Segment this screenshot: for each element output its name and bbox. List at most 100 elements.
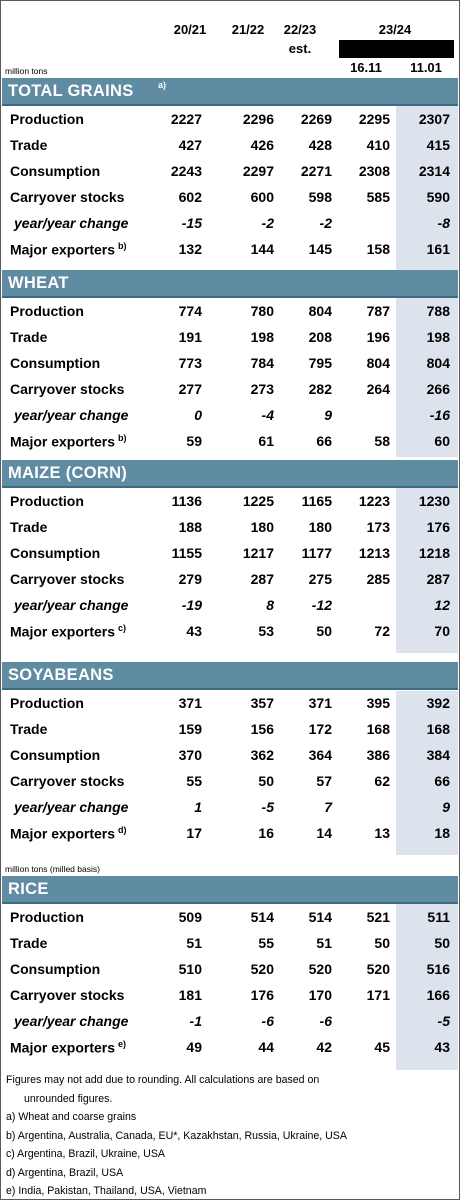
table-cell: 277 (178, 381, 202, 397)
table-cell: 287 (426, 571, 450, 587)
table-row: year/year change 1 -5 7 9 (2, 794, 458, 820)
table-cell: 598 (308, 189, 332, 205)
section-header: SOYABEANS (2, 662, 458, 690)
col-header-2020-21: 20/21 (173, 22, 207, 37)
table-cell: 585 (366, 189, 390, 205)
table-row: Carryover stocks 181 176 170 171 166 (2, 982, 458, 1008)
table-cell: 156 (250, 721, 274, 737)
table-cell: 198 (250, 329, 274, 345)
table-row: Consumption 510 520 520 520 516 (2, 956, 458, 982)
table-cell: 279 (178, 571, 202, 587)
row-label: Carryover stocks (10, 381, 124, 397)
table-cell: 9 (324, 407, 332, 423)
table-row: Carryover stocks 277 273 282 264 266 (2, 376, 458, 402)
unit-label-rice: million tons (milled basis) (5, 864, 100, 874)
row-label-text: Carryover stocks (10, 773, 125, 789)
table-cell: 59 (186, 433, 202, 449)
table-cell: -15 (181, 215, 202, 231)
table-cell: 53 (258, 623, 274, 639)
table-cell: 50 (434, 935, 450, 951)
table-cell: 0 (194, 407, 202, 423)
table-row: Production 2227 2296 2269 2295 2307 (2, 106, 458, 132)
unit-label: million tons (5, 66, 48, 76)
table-cell: 2297 (242, 163, 274, 179)
table-cell: 264 (366, 381, 390, 397)
table-cell: 43 (186, 623, 202, 639)
table-cell: 2308 (358, 163, 390, 179)
col-header-est: est. (288, 41, 312, 56)
table-cell: 166 (426, 987, 450, 1003)
section-title: TOTAL GRAINS (8, 82, 134, 100)
table-cell: 181 (178, 987, 202, 1003)
table-cell: 9 (442, 799, 450, 815)
row-label-text: Production (10, 303, 84, 319)
table-cell: -2 (319, 215, 332, 231)
row-label: Major exporters b) (10, 433, 127, 450)
footnote: a) Wheat and coarse grains (6, 1111, 137, 1123)
row-label-text: Production (10, 493, 84, 509)
table-cell: 788 (426, 303, 450, 319)
table-row: year/year change -15 -2 -2 -8 (2, 210, 458, 236)
table-cell: 2269 (300, 111, 332, 127)
latest-forecast-shade (396, 297, 458, 457)
table-cell: 62 (374, 773, 390, 789)
footnotes: Figures may not add due to rounding. All… (6, 1071, 347, 1201)
table-cell: 514 (250, 909, 274, 925)
table-cell: 1155 (171, 545, 202, 561)
footnote: c) Argentina, Brazil, Ukraine, USA (6, 1148, 165, 1160)
row-label: Consumption (10, 747, 100, 763)
table-cell: 392 (426, 695, 450, 711)
row-label: Consumption (10, 355, 100, 371)
row-footnote-ref: d) (118, 825, 127, 835)
table-cell: 168 (426, 721, 450, 737)
table-row: year/year change -1 -6 -6 -5 (2, 1008, 458, 1034)
table-cell: 161 (426, 241, 450, 257)
table-cell: 171 (366, 987, 390, 1003)
row-label-text: Major exporters (10, 1039, 116, 1056)
table-cell: 45 (374, 1039, 390, 1055)
row-label-text: Major exporters (10, 825, 116, 842)
row-label-text: Trade (10, 721, 48, 737)
row-label-text: Carryover stocks (10, 987, 125, 1003)
table-cell: 514 (308, 909, 332, 925)
table-cell: 362 (250, 747, 274, 763)
table-cell: 357 (250, 695, 274, 711)
row-label: Major exporters c) (10, 623, 126, 640)
footnote: d) Argentina, Brazil, USA (6, 1166, 124, 1179)
forecast-label-box (339, 40, 454, 58)
section-header: RICE (2, 876, 458, 904)
table-cell: 66 (316, 433, 332, 449)
table-row: Major exporters e) 49 44 42 45 43 (2, 1034, 458, 1060)
table-cell: 282 (308, 381, 332, 397)
table-cell: 2296 (242, 111, 274, 127)
row-label-text: Carryover stocks (10, 381, 125, 397)
table-cell: 7 (324, 799, 332, 815)
table-cell: 51 (316, 935, 332, 951)
table-cell: 58 (374, 433, 390, 449)
row-label-text: Carryover stocks (10, 571, 125, 587)
section-header: MAIZE (CORN) (2, 460, 458, 488)
table-cell: 2227 (170, 111, 202, 127)
table-cell: 1230 (418, 493, 450, 509)
col-header-date-1: 16.11 (350, 60, 382, 75)
table-cell: 172 (308, 721, 332, 737)
table-cell: 180 (250, 519, 274, 535)
table-cell: 176 (426, 519, 450, 535)
table-cell: 55 (186, 773, 202, 789)
table-cell: 415 (426, 137, 450, 153)
table-cell: -6 (319, 1013, 332, 1029)
row-label-text: Trade (10, 137, 48, 153)
table-cell: 8 (266, 597, 274, 613)
table-cell: 43 (434, 1039, 450, 1055)
table-cell: 180 (308, 519, 332, 535)
footnote: e) India, Pakistan, Thailand, USA, Vietn… (6, 1185, 207, 1197)
table-row: Carryover stocks 55 50 57 62 66 (2, 768, 458, 794)
latest-forecast-shade (396, 902, 458, 1070)
table-cell: 188 (178, 519, 202, 535)
row-label: Carryover stocks (10, 773, 124, 789)
section-title: RICE (8, 880, 49, 898)
table-cell: 55 (258, 935, 274, 951)
row-label-text: Production (10, 909, 84, 925)
table-cell: 384 (426, 747, 450, 763)
table-cell: 66 (434, 773, 450, 789)
